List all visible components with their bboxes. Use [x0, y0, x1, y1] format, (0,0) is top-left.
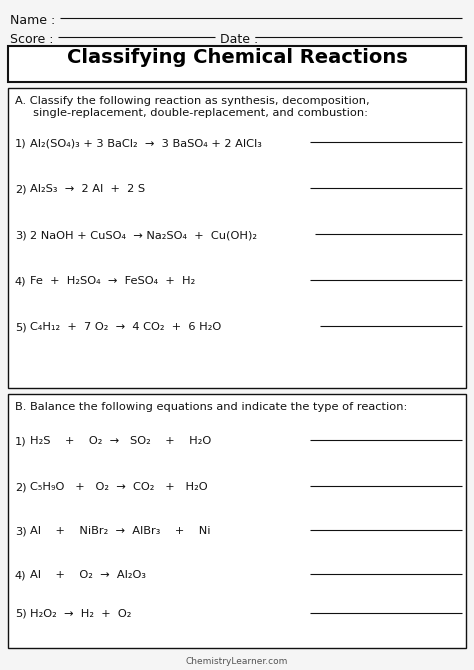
Text: Al₂(SO₄)₃ + 3 BaCl₂  →  3 BaSO₄ + 2 AlCl₃: Al₂(SO₄)₃ + 3 BaCl₂ → 3 BaSO₄ + 2 AlCl₃: [30, 138, 262, 148]
Text: A. Classify the following reaction as synthesis, decomposition,: A. Classify the following reaction as sy…: [15, 96, 370, 106]
Text: 1): 1): [15, 138, 27, 148]
Text: Al₂S₃  →  2 Al  +  2 S: Al₂S₃ → 2 Al + 2 S: [30, 184, 145, 194]
Text: 3): 3): [15, 526, 27, 536]
Text: 5): 5): [15, 322, 27, 332]
Bar: [8, 88, 466, 388]
Text: 1): 1): [15, 436, 27, 446]
Text: Score :: Score :: [10, 33, 54, 46]
Text: Name :: Name :: [10, 14, 55, 27]
Text: 5): 5): [15, 609, 27, 619]
Text: H₂O₂  →  H₂  +  O₂: H₂O₂ → H₂ + O₂: [30, 609, 131, 619]
Text: Fe  +  H₂SO₄  →  FeSO₄  +  H₂: Fe + H₂SO₄ → FeSO₄ + H₂: [30, 276, 195, 286]
Text: 4): 4): [15, 276, 27, 286]
Text: C₅H₉O   +   O₂  →  CO₂   +   H₂O: C₅H₉O + O₂ → CO₂ + H₂O: [30, 482, 208, 492]
Text: Al    +    O₂  →  Al₂O₃: Al + O₂ → Al₂O₃: [30, 570, 146, 580]
Text: 2): 2): [15, 184, 27, 194]
Text: 3): 3): [15, 230, 27, 240]
Text: C₄H₁₂  +  7 O₂  →  4 CO₂  +  6 H₂O: C₄H₁₂ + 7 O₂ → 4 CO₂ + 6 H₂O: [30, 322, 221, 332]
Bar: [8, 394, 466, 648]
Text: H₂S    +    O₂  →   SO₂    +    H₂O: H₂S + O₂ → SO₂ + H₂O: [30, 436, 211, 446]
Text: Classifying Chemical Reactions: Classifying Chemical Reactions: [67, 48, 407, 67]
Text: 2): 2): [15, 482, 27, 492]
Text: 4): 4): [15, 570, 27, 580]
Text: B. Balance the following equations and indicate the type of reaction:: B. Balance the following equations and i…: [15, 402, 407, 412]
Text: Al    +    NiBr₂  →  AlBr₃    +    Ni: Al + NiBr₂ → AlBr₃ + Ni: [30, 526, 210, 536]
Text: Date :: Date :: [220, 33, 258, 46]
Text: ChemistryLearner.com: ChemistryLearner.com: [186, 657, 288, 666]
Bar: [8, 46, 466, 82]
Text: 2 NaOH + CuSO₄  → Na₂SO₄  +  Cu(OH)₂: 2 NaOH + CuSO₄ → Na₂SO₄ + Cu(OH)₂: [30, 230, 257, 240]
Text: single-replacement, double-replacement, and combustion:: single-replacement, double-replacement, …: [15, 108, 368, 118]
